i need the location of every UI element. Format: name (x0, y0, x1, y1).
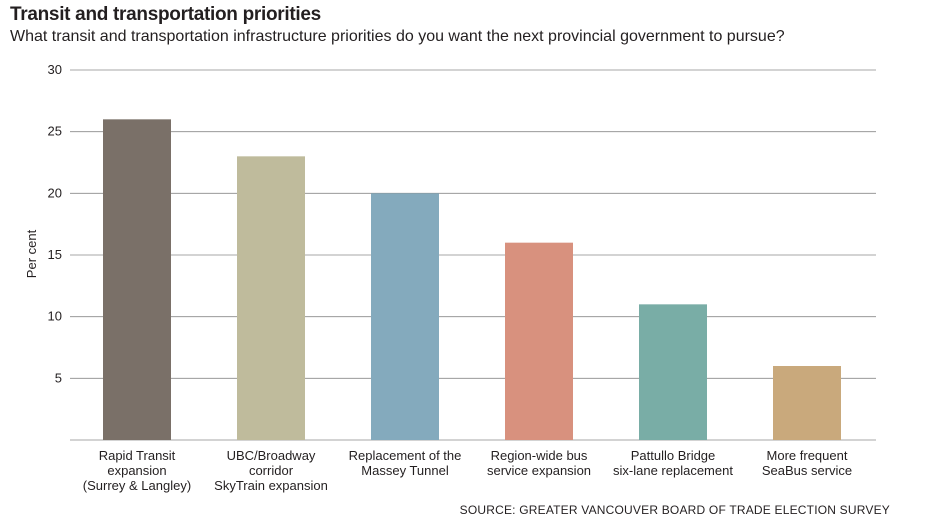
bar (237, 156, 305, 441)
gridlines (70, 69, 876, 441)
bar (773, 366, 841, 440)
x-category-label: UBC/Broadway corridor SkyTrain expansion (214, 448, 328, 493)
y-tick-label: 20 (48, 185, 62, 200)
bar (505, 242, 573, 440)
y-tick-label: 25 (48, 124, 62, 139)
y-tick-label: 5 (55, 370, 62, 385)
chart-subtitle: What transit and transportation infrastr… (10, 28, 785, 45)
bar (103, 119, 171, 440)
y-tick-label: 30 (48, 62, 62, 77)
y-tick-label: 10 (48, 309, 62, 324)
x-category-label: Pattullo Bridge six-lane replacement (613, 448, 733, 478)
chart-title: Transit and transportation priorities (10, 4, 321, 25)
y-tick-label: 15 (48, 247, 62, 262)
bar (371, 193, 439, 440)
x-category-label: More frequent SeaBus service (762, 448, 852, 478)
y-axis-label: Per cent (24, 229, 39, 278)
y-axis-ticks: 5 10 15 20 25 30 (48, 62, 62, 385)
source-note: SOURCE: GREATER VANCOUVER BOARD OF TRADE… (459, 503, 890, 517)
x-category-label: Replacement of the Massey Tunnel (349, 448, 462, 478)
x-category-label: Rapid Transit expansion (Surrey & Langley) (83, 448, 191, 493)
bar (639, 304, 707, 440)
bars (103, 119, 841, 441)
x-axis-labels: Rapid Transit expansion (Surrey & Langley)… (83, 448, 852, 493)
x-category-label: Region-wide bus service expansion (487, 448, 591, 478)
